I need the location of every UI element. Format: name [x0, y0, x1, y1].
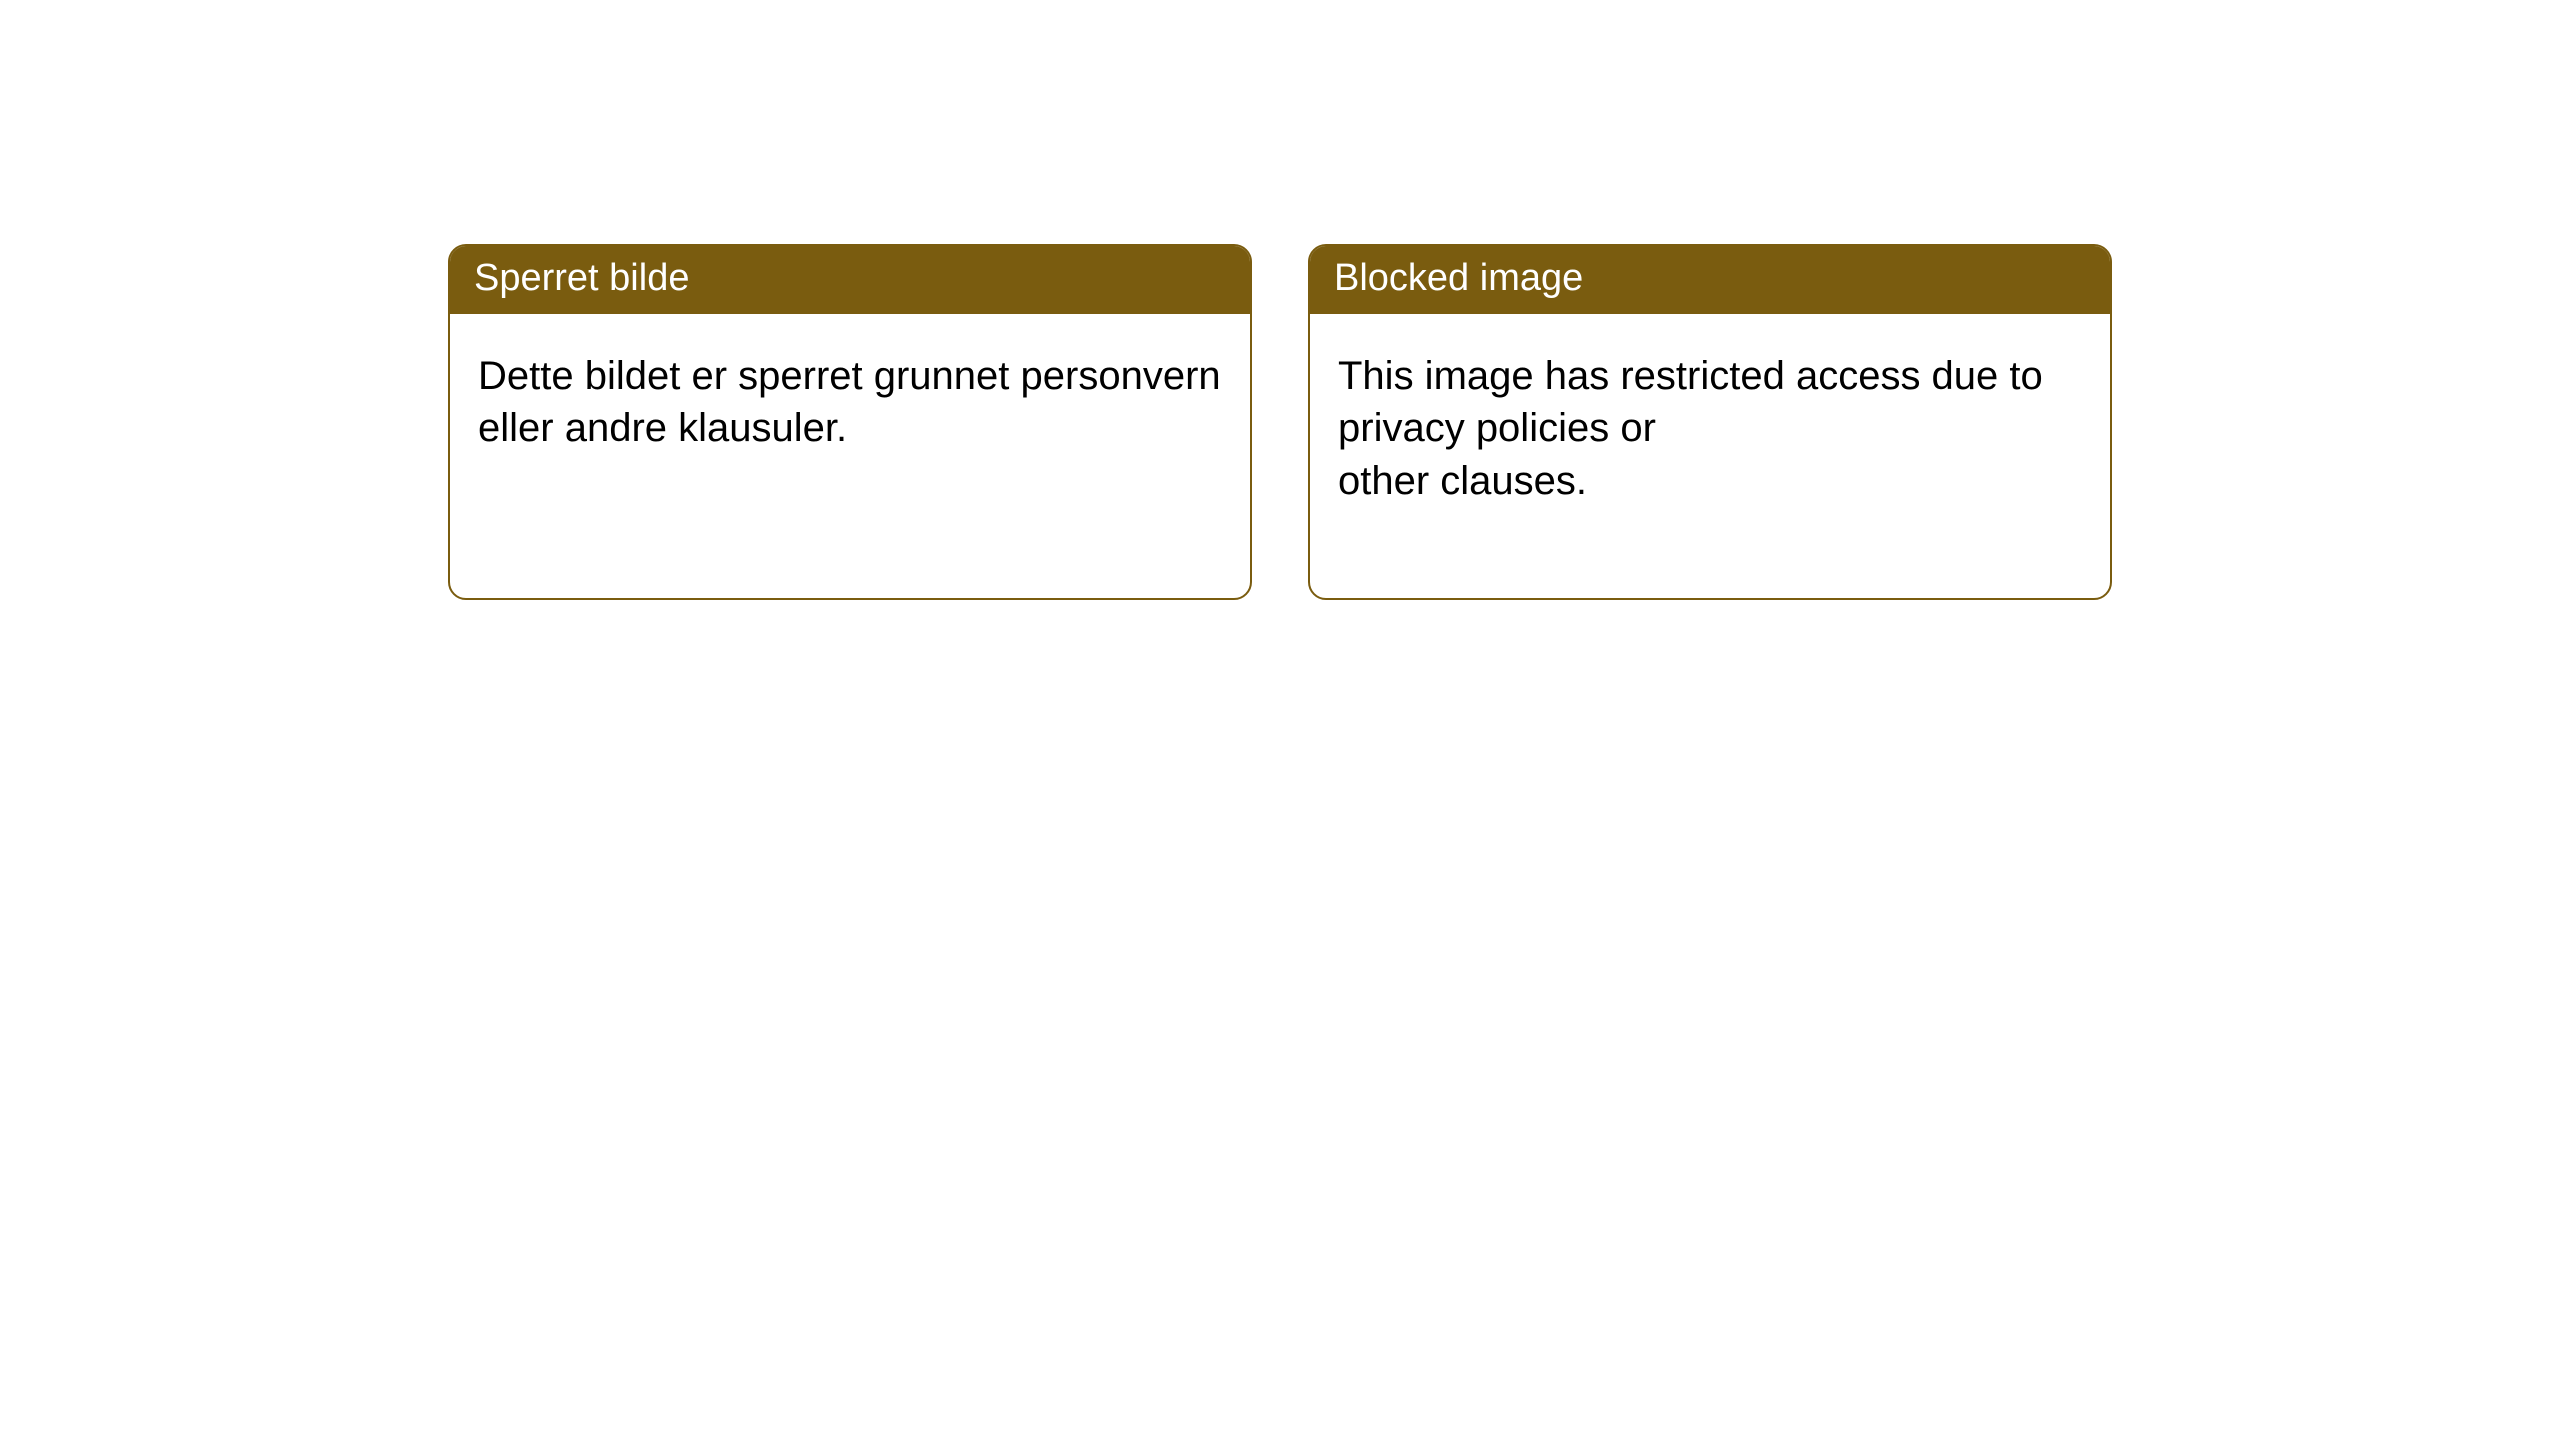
card-body-en: This image has restricted access due to … — [1310, 314, 2110, 598]
card-body-no: Dette bildet er sperret grunnet personve… — [450, 314, 1250, 546]
card-header-no: Sperret bilde — [450, 246, 1250, 314]
blocked-image-card-en: Blocked image This image has restricted … — [1308, 244, 2112, 600]
card-header-en: Blocked image — [1310, 246, 2110, 314]
notice-container: Sperret bilde Dette bildet er sperret gr… — [0, 0, 2560, 600]
blocked-image-card-no: Sperret bilde Dette bildet er sperret gr… — [448, 244, 1252, 600]
